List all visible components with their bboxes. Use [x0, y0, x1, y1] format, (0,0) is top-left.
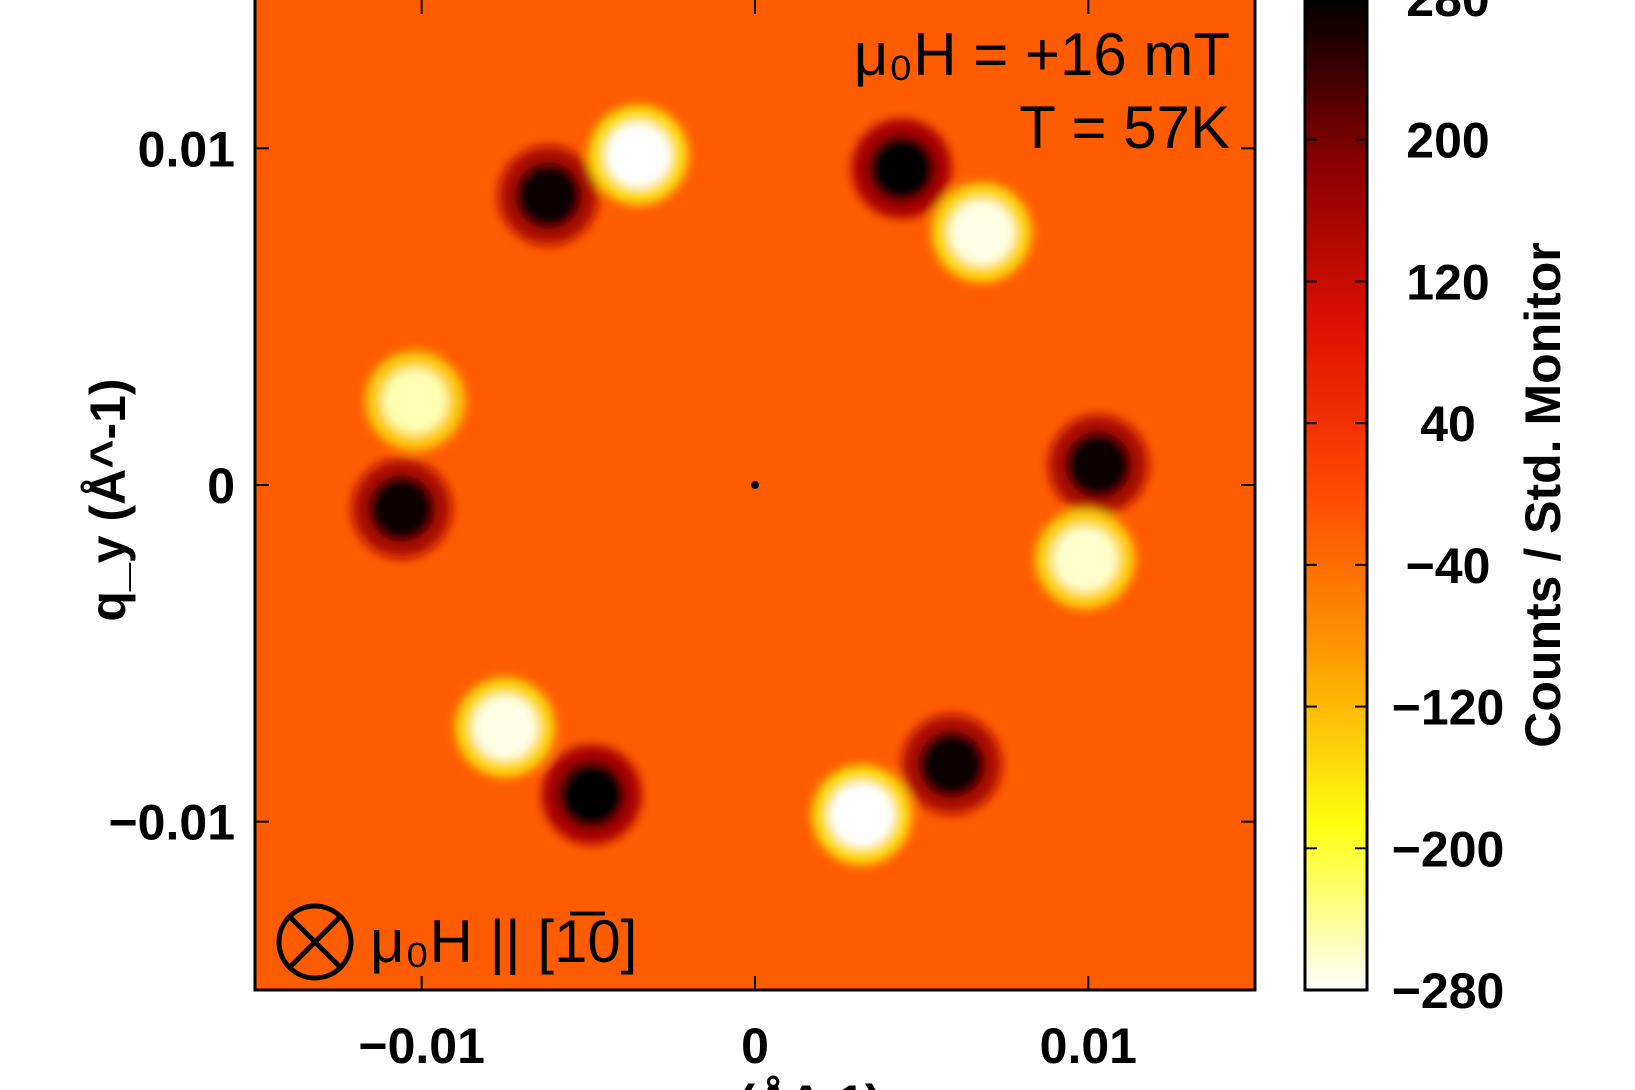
colorbar-gradient — [1303, 0, 1369, 992]
colorbar-label: Counts / Std. Monitor — [1515, 242, 1571, 747]
spot-4 — [382, 367, 448, 434]
into-page-icon — [276, 903, 354, 981]
x-axis-title: q_x (Å^-1) — [638, 1075, 881, 1090]
spot-0 — [515, 162, 582, 229]
heatmap — [255, 0, 1255, 990]
colorbar-tick-label-7: −280 — [1392, 963, 1505, 1019]
field-direction-annotation: μ₀H || [1̅0] — [276, 903, 637, 981]
beam-center-marker — [751, 481, 759, 489]
spot-10 — [828, 781, 895, 848]
colorbar-tick-label-5: −120 — [1392, 680, 1505, 736]
colorbar-tick-label-1: 200 — [1406, 113, 1489, 169]
x-tick-label-1: 0 — [741, 1018, 769, 1074]
spot-11 — [918, 731, 985, 798]
colorbar-tick-label-2: 120 — [1406, 254, 1489, 310]
temperature-annotation: T = 57K — [1019, 94, 1230, 161]
spot-9 — [558, 761, 625, 828]
y-axis-title: q_y (Å^-1) — [80, 378, 136, 621]
colorbar: 280 200 120 40 −40 −120 −200 −280 Counts / Std.… — [1303, 0, 1571, 1019]
x-axis: −0.01 0 0.01 — [358, 0, 1137, 1074]
y-tick-label-0: 0.01 — [138, 121, 235, 177]
spot-1 — [605, 122, 672, 189]
spot-5 — [368, 475, 435, 542]
spot-8 — [472, 694, 538, 761]
colorbar-tick-label-0: 280 — [1406, 0, 1489, 27]
spot-3 — [948, 199, 1015, 266]
field-annotation: μ₀H = +16 mT — [854, 21, 1230, 88]
y-tick-label-2: −0.01 — [108, 795, 235, 851]
y-axis: 0.01 0 −0.01 — [108, 121, 1255, 851]
colorbar-tick-label-6: −200 — [1392, 821, 1505, 877]
colorbar-tick-label-3: 40 — [1420, 396, 1476, 452]
heatmap-spots — [351, 105, 1149, 865]
field-direction-label: μ₀H || [1̅0] — [370, 908, 637, 975]
x-tick-label-0: −0.01 — [358, 1018, 485, 1074]
colorbar-ticks: 280 200 120 40 −40 −120 −200 −280 — [1305, 0, 1504, 1019]
y-tick-label-1: 0 — [207, 458, 235, 514]
x-tick-label-2: 0.01 — [1040, 1018, 1137, 1074]
spot-7 — [1052, 526, 1118, 593]
spot-6 — [1065, 431, 1132, 498]
colorbar-tick-label-4: −40 — [1406, 538, 1491, 594]
spot-2 — [868, 135, 935, 202]
